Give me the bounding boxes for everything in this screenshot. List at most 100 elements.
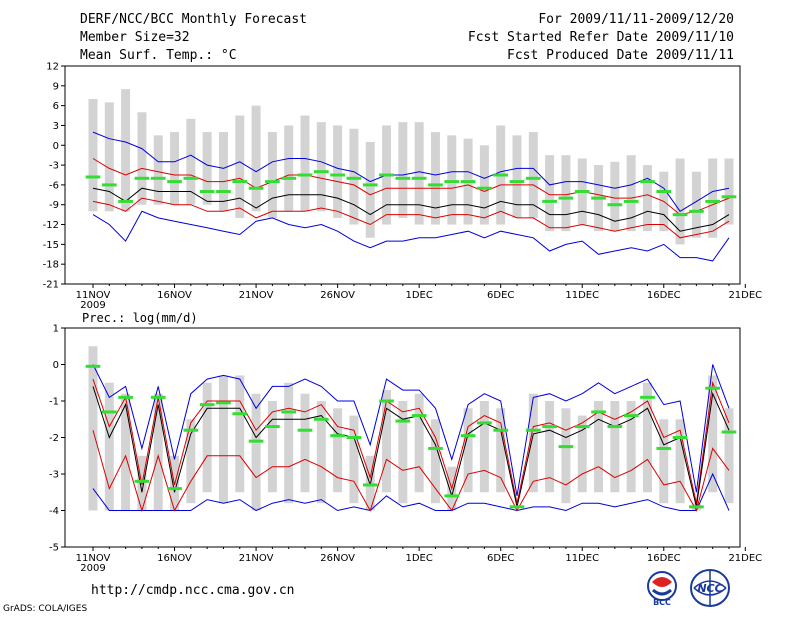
ensemble-box bbox=[545, 155, 555, 232]
y-tick-label: -1 bbox=[49, 397, 59, 408]
observation-marker bbox=[265, 425, 280, 429]
ensemble-box bbox=[104, 382, 114, 511]
observation-marker bbox=[705, 199, 721, 203]
ensemble-box bbox=[88, 346, 98, 511]
observation-marker bbox=[558, 196, 574, 200]
ensemble-box bbox=[430, 132, 440, 225]
ensemble-box bbox=[414, 393, 424, 493]
ensemble-box bbox=[267, 132, 277, 218]
observation-marker bbox=[118, 199, 133, 203]
ensemble-box bbox=[528, 132, 538, 218]
ensemble-box bbox=[300, 115, 310, 212]
y-tick-label: 9 bbox=[53, 81, 59, 92]
y-tick-label: -15 bbox=[43, 240, 59, 251]
observation-marker bbox=[362, 183, 378, 187]
ensemble-box bbox=[430, 419, 440, 504]
x-tick-label: 6DEC bbox=[487, 553, 514, 564]
observation-marker bbox=[232, 412, 248, 416]
observation-marker bbox=[477, 421, 492, 425]
ensemble-box bbox=[463, 408, 473, 493]
observation-marker bbox=[134, 479, 150, 483]
observation-marker bbox=[150, 395, 166, 399]
x-tick-label: 26NOV bbox=[320, 290, 355, 301]
observation-marker bbox=[574, 190, 590, 194]
ensemble-box bbox=[88, 99, 98, 212]
ensemble-box bbox=[170, 132, 180, 205]
x-tick-label: 6DEC bbox=[487, 290, 514, 301]
observation-marker bbox=[493, 173, 509, 177]
observation-marker bbox=[118, 395, 133, 399]
observation-marker bbox=[362, 483, 378, 487]
ensemble-mean-line bbox=[92, 187, 730, 232]
observation-marker bbox=[542, 425, 557, 429]
x-tick-label: 21NOV bbox=[239, 553, 274, 564]
ensemble-box bbox=[708, 158, 718, 238]
observation-marker bbox=[477, 186, 492, 190]
observation-marker bbox=[395, 419, 411, 423]
observation-marker bbox=[297, 428, 313, 432]
x-tick-label: 11DEC bbox=[565, 290, 599, 301]
ensemble-box bbox=[691, 171, 701, 238]
observation-marker bbox=[183, 176, 199, 180]
observation-marker bbox=[591, 196, 606, 200]
panel-title: Prec.: log(mm/d) bbox=[82, 311, 198, 325]
forecast-title: DERF/NCC/BCC Monthly Forecast bbox=[80, 12, 307, 27]
ensemble-box bbox=[218, 132, 228, 212]
ensemble-box bbox=[121, 89, 131, 212]
ensemble-box bbox=[186, 419, 196, 504]
observation-marker bbox=[199, 403, 215, 407]
y-tick-label: 1 bbox=[53, 324, 59, 335]
bcc-logo-icon: BCC bbox=[647, 571, 677, 607]
x-tick-label: 11NOV bbox=[76, 290, 111, 301]
x-year-label: 2009 bbox=[80, 300, 105, 311]
observation-marker bbox=[85, 364, 101, 368]
ensemble-box bbox=[349, 415, 359, 504]
observation-marker bbox=[281, 176, 297, 180]
source-url[interactable]: http://cmdp.ncc.cma.gov.cn bbox=[91, 583, 295, 598]
observation-marker bbox=[411, 176, 427, 180]
observation-marker bbox=[460, 434, 476, 438]
ensemble-box bbox=[267, 401, 277, 493]
y-tick-label: 3 bbox=[53, 121, 59, 132]
ensemble-box bbox=[137, 112, 147, 205]
observation-marker bbox=[313, 170, 329, 174]
ensemble-box bbox=[235, 115, 245, 218]
x-tick-label: 11DEC bbox=[565, 553, 599, 564]
y-tick-label: 0 bbox=[53, 141, 59, 152]
ensemble-box bbox=[104, 102, 114, 212]
ensemble-box bbox=[284, 382, 294, 504]
ensemble-box bbox=[626, 155, 636, 232]
x-tick-label: 11NOV bbox=[76, 553, 111, 564]
envelope-upper-line bbox=[92, 131, 730, 212]
observation-marker bbox=[346, 436, 362, 439]
observation-marker bbox=[428, 183, 443, 187]
x-tick-label: 21DEC bbox=[728, 553, 762, 564]
ensemble-box bbox=[642, 382, 652, 493]
x-tick-label: 21NOV bbox=[239, 290, 274, 301]
ensemble-box bbox=[414, 122, 424, 225]
ensemble-box bbox=[642, 165, 652, 232]
observation-marker bbox=[509, 505, 525, 509]
ensemble-box bbox=[251, 393, 261, 511]
y-tick-label: 0 bbox=[53, 360, 59, 371]
y-tick-label: -3 bbox=[49, 161, 59, 172]
observation-marker bbox=[607, 425, 623, 429]
y-tick-label: 6 bbox=[53, 101, 59, 112]
observation-marker bbox=[525, 428, 541, 432]
ensemble-box bbox=[398, 401, 408, 504]
ensemble-box bbox=[479, 145, 489, 225]
ensemble-box bbox=[545, 401, 555, 493]
x-tick-label: 16DEC bbox=[647, 553, 681, 564]
y-tick-label: -5 bbox=[49, 543, 59, 554]
observation-marker bbox=[525, 176, 541, 180]
y-tick-label: -4 bbox=[49, 506, 59, 517]
ensemble-box bbox=[349, 128, 359, 225]
y-tick-label: -6 bbox=[49, 180, 59, 191]
observation-marker bbox=[656, 446, 672, 450]
x-tick-label: 16DEC bbox=[647, 290, 681, 301]
observation-marker bbox=[216, 401, 231, 405]
observation-marker bbox=[248, 439, 264, 443]
x-tick-label: 16NOV bbox=[157, 553, 192, 564]
observation-marker bbox=[183, 428, 199, 432]
